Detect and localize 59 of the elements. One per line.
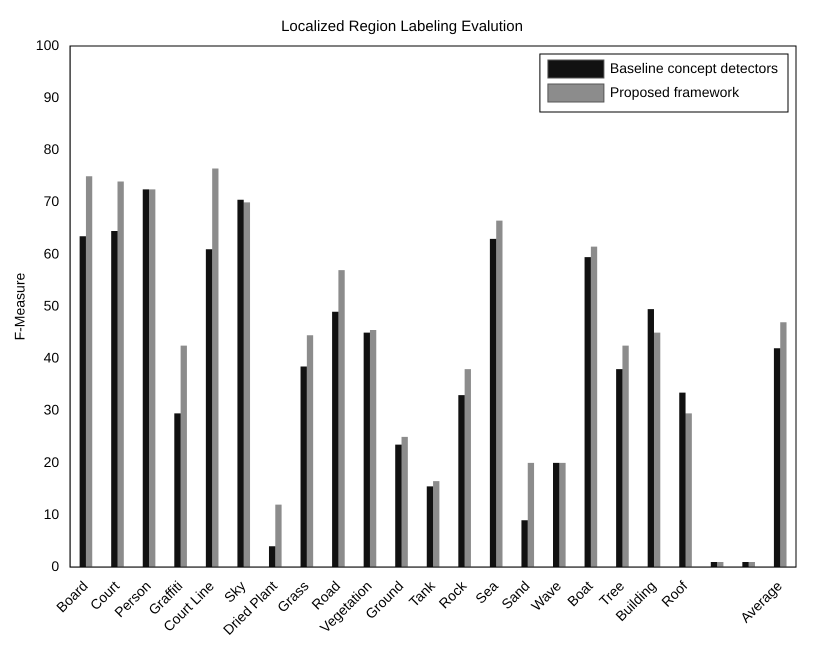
bar: [686, 413, 692, 568]
bar: [142, 189, 150, 568]
bar: [364, 332, 370, 568]
y-tick-label: 30: [44, 402, 60, 418]
bar: [275, 504, 282, 568]
bar: [590, 246, 598, 568]
bar: [174, 413, 181, 568]
bar: [237, 200, 244, 568]
legend-label: Baseline concept detectors: [610, 60, 778, 76]
bar: [180, 346, 187, 568]
y-tick-label: 0: [51, 558, 60, 574]
bar: [80, 236, 86, 568]
bar: [458, 395, 465, 568]
bar: [679, 392, 686, 568]
y-tick-label: 10: [44, 506, 60, 522]
bar: [111, 231, 118, 568]
bar: [300, 366, 307, 568]
bar: [338, 270, 345, 568]
bar: [616, 369, 622, 568]
bar: [496, 220, 503, 568]
x-tick-label: Sea: [472, 577, 502, 607]
bar: [212, 168, 218, 568]
bar: [402, 436, 408, 568]
legend-label: Proposed framework: [610, 84, 740, 100]
bar: [559, 462, 566, 568]
bar: [553, 462, 560, 568]
bar: [395, 444, 402, 568]
y-tick-label: 80: [44, 141, 60, 158]
chart-title: Localized Region Labeling Evalution: [281, 18, 523, 36]
y-tick-label: 40: [44, 350, 60, 366]
bar: [332, 312, 338, 568]
bar: [622, 346, 629, 568]
bar: [426, 486, 434, 568]
y-tick-label: 70: [44, 193, 60, 210]
bar: [528, 462, 534, 568]
bar: [149, 189, 156, 568]
y-tick-label: 50: [44, 297, 60, 314]
bar: [521, 520, 528, 568]
bar: [490, 238, 496, 568]
bar: [244, 202, 250, 568]
bar: [584, 257, 591, 568]
y-tick-label: 90: [44, 88, 60, 105]
bar: [464, 369, 471, 568]
bar: [206, 249, 212, 568]
bar: [654, 332, 660, 568]
x-tick-label: Sky: [220, 578, 249, 606]
bar: [648, 309, 654, 568]
y-tick-label: 100: [36, 36, 60, 53]
bar: [86, 176, 92, 568]
bar: [780, 322, 787, 568]
bar: [268, 546, 276, 568]
bar: [370, 330, 376, 568]
bar: [117, 182, 124, 568]
y-tick-label: 20: [44, 454, 60, 470]
y-axis-title: F-Measure: [11, 272, 28, 340]
y-tick-label: 60: [44, 245, 60, 262]
bar: [433, 481, 440, 568]
bar: [306, 335, 314, 568]
bar: [774, 348, 780, 568]
